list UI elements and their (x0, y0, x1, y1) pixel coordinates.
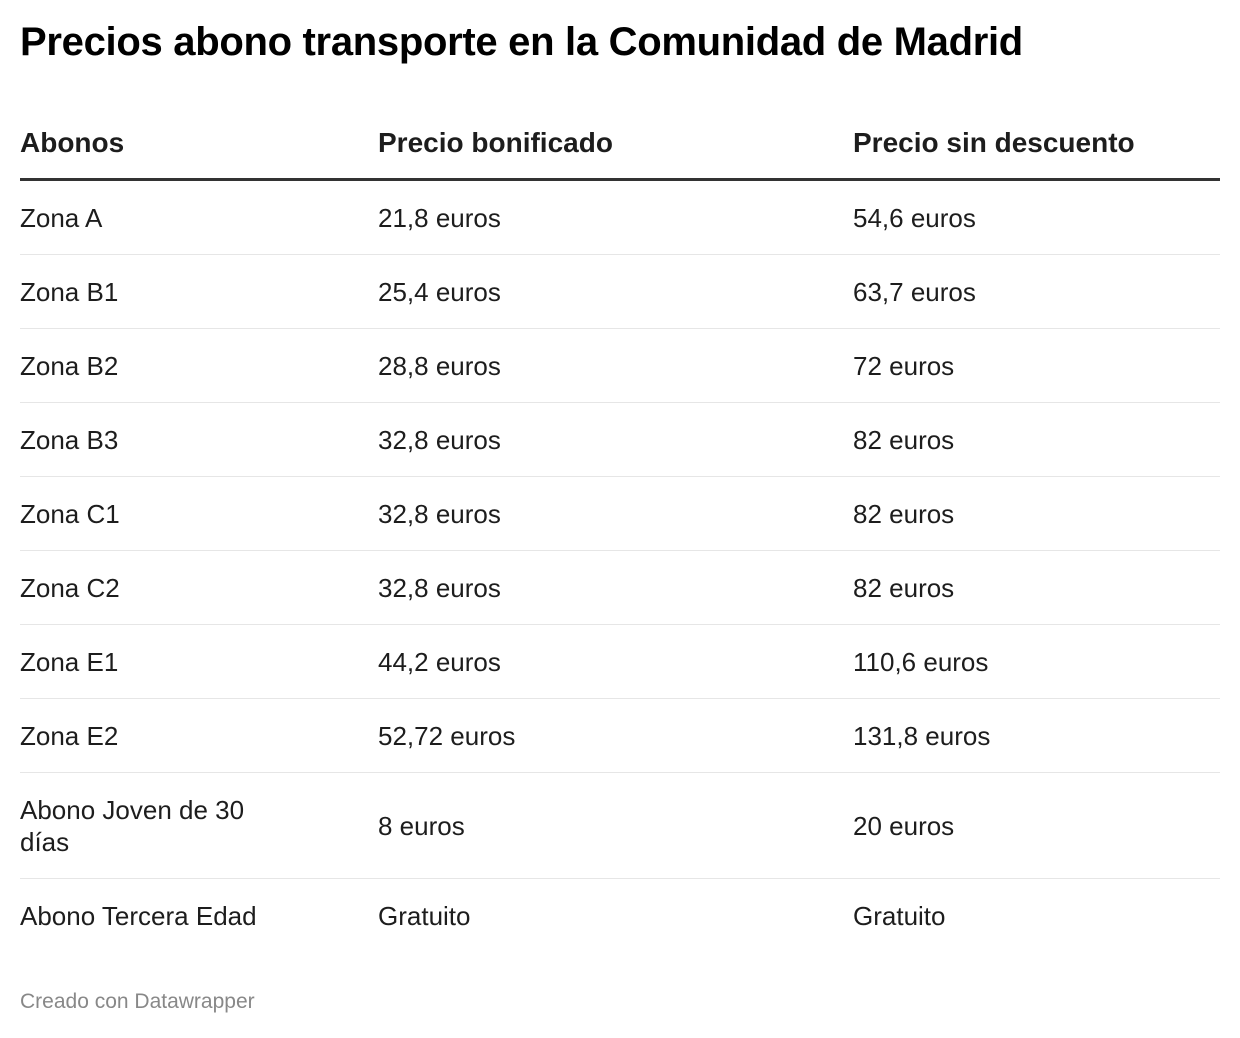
cell-abono: Zona C1 (20, 476, 378, 551)
table-row: Zona B2 28,8 euros 72 euros (20, 328, 1220, 403)
table-row: Zona B1 25,4 euros 63,7 euros (20, 254, 1220, 329)
table-row: Zona E2 52,72 euros 131,8 euros (20, 698, 1220, 773)
cell-precio-sin-descuento: 72 euros (853, 328, 1220, 403)
cell-precio-bonificado: 44,2 euros (378, 624, 853, 699)
footer-credit[interactable]: Creado con Datawrapper (20, 990, 255, 1013)
table-header-row: Abonos Precio bonificado Precio sin desc… (20, 108, 1220, 181)
cell-abono: Zona C2 (20, 550, 378, 625)
header-precio-sin-descuento[interactable]: Precio sin descuento (853, 108, 1220, 181)
page-title: Precios abono transporte en la Comunidad… (20, 20, 1023, 64)
cell-precio-bonificado: 25,4 euros (378, 254, 853, 329)
cell-precio-sin-descuento: 54,6 euros (853, 179, 1220, 255)
cell-precio-sin-descuento: 82 euros (853, 476, 1220, 551)
table-row: Zona B3 32,8 euros 82 euros (20, 402, 1220, 477)
cell-abono: Zona E1 (20, 624, 378, 699)
cell-precio-bonificado: Gratuito (378, 900, 471, 931)
cell-abono: Zona B1 (20, 254, 378, 329)
header-precio-bonificado[interactable]: Precio bonificado (378, 108, 853, 181)
cell-precio-bonificado: 21,8 euros (378, 179, 853, 255)
cell-precio-bonificado: 32,8 euros (378, 402, 853, 477)
cell-abono: Abono Joven de 30 días (20, 772, 378, 879)
cell-precio-bonificado: 52,72 euros (378, 698, 853, 773)
cell-precio-sin-descuento: 110,6 euros (853, 624, 1220, 699)
cell-precio-bonificado: 32,8 euros (378, 550, 853, 625)
cell-precio-sin-descuento: 20 euros (853, 772, 1220, 879)
cell-abono: Zona A (20, 179, 378, 255)
table-row: Zona E1 44,2 euros 110,6 euros (20, 624, 1220, 699)
cell-precio-sin-descuento: 63,7 euros (853, 254, 1220, 329)
table-row: Zona A 21,8 euros 54,6 euros (20, 179, 1220, 255)
table-row: Zona C1 32,8 euros 82 euros (20, 476, 1220, 551)
header-abonos[interactable]: Abonos (20, 108, 378, 181)
table-row: Abono Joven de 30 días 8 euros 20 euros (20, 772, 1220, 879)
table-row: Abono Tercera Edad Gratuito Gratuito (20, 879, 1220, 953)
cell-precio-sin-descuento: Gratuito (853, 900, 946, 931)
cell-abono: Abono Tercera Edad (20, 900, 257, 931)
cell-abono: Zona B3 (20, 402, 378, 477)
cell-abono: Zona E2 (20, 698, 378, 773)
table-row: Zona C2 32,8 euros 82 euros (20, 550, 1220, 625)
cell-precio-bonificado: 32,8 euros (378, 476, 853, 551)
cell-precio-bonificado: 8 euros (378, 772, 853, 879)
cell-precio-sin-descuento: 82 euros (853, 550, 1220, 625)
cell-precio-sin-descuento: 82 euros (853, 402, 1220, 477)
cell-abono: Zona B2 (20, 328, 378, 403)
cell-precio-sin-descuento: 131,8 euros (853, 698, 1220, 773)
prices-table: Abonos Precio bonificado Precio sin desc… (20, 108, 1220, 952)
cell-precio-bonificado: 28,8 euros (378, 328, 853, 403)
